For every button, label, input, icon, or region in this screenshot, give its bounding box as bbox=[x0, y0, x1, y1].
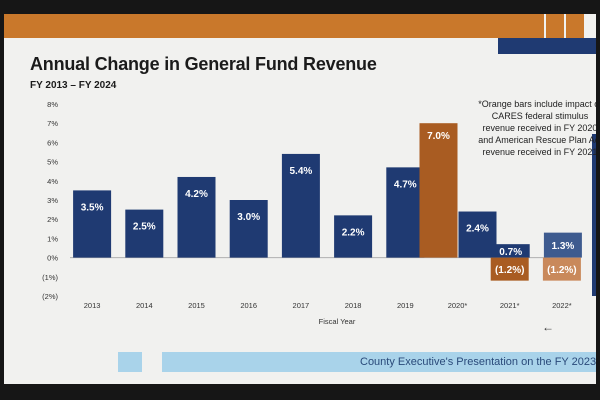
stimulus-data-label: (1.2%) bbox=[495, 265, 524, 276]
top-accent-segment bbox=[566, 14, 584, 38]
chart-subtitle: FY 2013 – FY 2024 bbox=[30, 80, 117, 91]
bar-fy2021 bbox=[491, 244, 530, 258]
top-accent-bar bbox=[4, 14, 544, 38]
header-navy-block bbox=[498, 38, 596, 54]
footer-accent-block bbox=[118, 352, 142, 372]
y-tick-label: 7% bbox=[47, 119, 58, 128]
stimulus-bar-fy2022 bbox=[542, 257, 581, 281]
x-tick-label: 2016 bbox=[240, 301, 257, 310]
x-tick-label: 2021* bbox=[500, 301, 520, 310]
x-tick-label: 2018 bbox=[345, 301, 362, 310]
bar-data-label: 3.5% bbox=[81, 202, 104, 213]
y-tick-label: 4% bbox=[47, 177, 58, 186]
footer-bar: County Executive's Presentation on the F… bbox=[162, 352, 596, 372]
y-tick-label: 0% bbox=[47, 254, 58, 263]
bar-fy2022 bbox=[543, 232, 582, 258]
y-tick-label: 5% bbox=[47, 158, 58, 167]
top-accent-segment bbox=[546, 14, 564, 38]
x-tick-label: 2020* bbox=[448, 301, 468, 310]
bar-data-label: 2.5% bbox=[133, 222, 156, 233]
cut-off-bar bbox=[592, 134, 596, 296]
x-tick-label: 2013 bbox=[84, 301, 101, 310]
chart-title: Annual Change in General Fund Revenue bbox=[30, 54, 377, 74]
y-tick-label: 2% bbox=[47, 215, 58, 224]
stimulus-data-label: (1.2%) bbox=[547, 265, 576, 276]
stimulus-bar-fy2020 bbox=[419, 123, 458, 258]
y-tick-label: 6% bbox=[47, 138, 58, 147]
bar-fy2016 bbox=[229, 200, 268, 258]
y-tick-label: (1%) bbox=[42, 273, 58, 282]
footnote-annotation: *Orange bars include impact of CARES fed… bbox=[478, 99, 596, 157]
bar-data-label: 2.4% bbox=[466, 224, 489, 235]
bar-chart: (2%) (1%) 0% 1% 2% 3% 4% 5% 6% 7% 8% 2013 3.5% 2014 2.… bbox=[42, 100, 596, 326]
x-tick-label: 2017 bbox=[293, 301, 310, 310]
bar-data-label: 2.2% bbox=[342, 227, 365, 238]
bar-data-label: 4.7% bbox=[394, 179, 417, 190]
x-tick-label: 2019 bbox=[397, 301, 414, 310]
x-tick-label: 2022* bbox=[552, 301, 572, 310]
bar-fy2015 bbox=[177, 176, 216, 258]
y-tick-label: (2%) bbox=[42, 292, 58, 301]
x-tick-label: 2015 bbox=[188, 301, 205, 310]
footer-text: County Executive's Presentation on the F… bbox=[360, 356, 596, 368]
bar-fy2013 bbox=[73, 190, 112, 258]
stimulus-bar-fy2021 bbox=[490, 257, 529, 281]
bar-data-label: 3.0% bbox=[237, 212, 260, 223]
bar-data-label: 5.4% bbox=[290, 166, 313, 177]
arrow-left-icon: ← bbox=[542, 320, 554, 334]
bar-fy2014 bbox=[125, 209, 164, 258]
bar-fy2020 bbox=[458, 211, 497, 258]
presentation-slide: Annual Change in General Fund Revenue FY… bbox=[4, 14, 596, 384]
bar-data-label: 4.2% bbox=[185, 189, 208, 200]
bar-fy2018 bbox=[334, 215, 373, 258]
x-tick-label: 2014 bbox=[136, 301, 153, 310]
bar-fy2019 bbox=[386, 167, 425, 258]
bar-data-label: 0.7% bbox=[499, 247, 522, 258]
x-axis-title: Fiscal Year bbox=[319, 317, 356, 326]
bar-fy2017 bbox=[281, 153, 320, 258]
stimulus-data-label: 7.0% bbox=[427, 131, 450, 142]
y-tick-label: 1% bbox=[47, 234, 58, 243]
y-tick-label: 8% bbox=[47, 100, 58, 109]
bar-data-label: 1.3% bbox=[552, 241, 575, 252]
y-tick-label: 3% bbox=[47, 196, 58, 205]
